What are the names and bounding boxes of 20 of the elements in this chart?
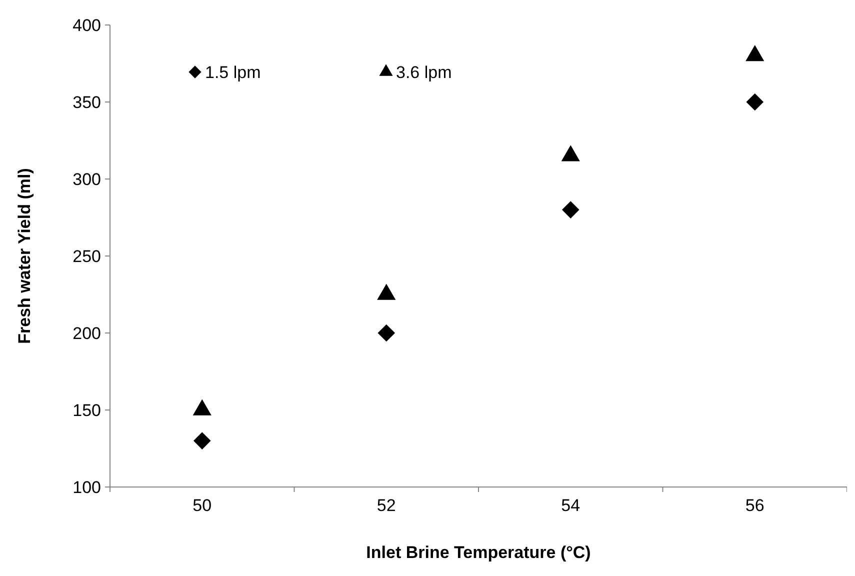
y-tick-label: 150 bbox=[72, 400, 101, 420]
y-tick-label: 250 bbox=[72, 246, 101, 266]
point bbox=[193, 432, 211, 450]
point bbox=[562, 201, 580, 218]
x-tick-label: 52 bbox=[376, 496, 396, 515]
y-tick-label: 350 bbox=[72, 92, 101, 112]
y-axis-title: Fresh water Yield (ml) bbox=[15, 168, 34, 344]
legend-label: 3.6 lpm bbox=[396, 62, 452, 82]
y-tick-label: 300 bbox=[72, 170, 101, 189]
x-tick-label: 56 bbox=[745, 496, 764, 515]
point bbox=[746, 45, 764, 62]
legend-label: 1.5 lpm bbox=[205, 62, 261, 82]
point bbox=[378, 324, 396, 342]
y-tick-label: 100 bbox=[72, 478, 101, 497]
y-tick-label: 200 bbox=[72, 324, 101, 343]
point bbox=[561, 145, 580, 162]
x-tick-label: 50 bbox=[192, 496, 212, 515]
x-axis-title: Inlet Brine Temperature (°C) bbox=[366, 543, 591, 562]
y-tick-label: 400 bbox=[72, 16, 101, 35]
x-tick-label: 54 bbox=[561, 496, 580, 515]
